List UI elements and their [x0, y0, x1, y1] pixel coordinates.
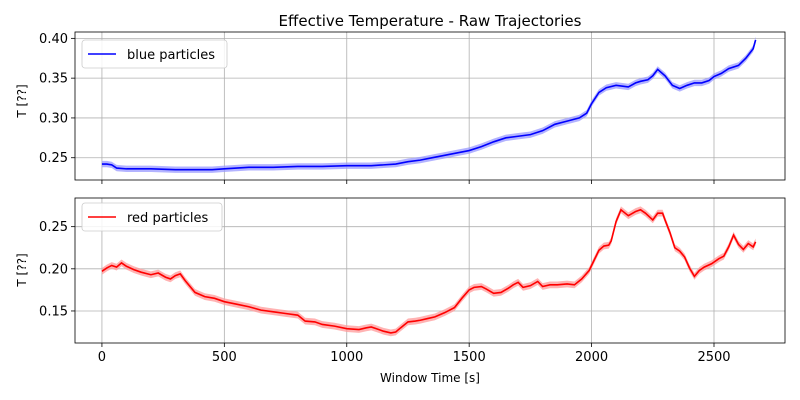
y-tick-label: 0.40 [39, 32, 68, 47]
x-axis-label: Window Time [s] [380, 371, 480, 385]
axes-frame-bottom [74, 197, 786, 344]
legend-label-blue: blue particles [127, 48, 215, 63]
legend-top: blue particles [81, 39, 228, 69]
legend-label-red: red particles [127, 211, 208, 226]
legend-box-bottom [81, 202, 223, 232]
y-tick-label: 0.35 [39, 72, 68, 87]
x-tick-label: 2500 [697, 350, 730, 365]
x-tick-label: 2000 [575, 350, 608, 365]
panel-blue: 0.25 0.30 0.35 0.40 T [??] blue particles [15, 31, 786, 184]
y-axis-label-top: T [??] [15, 84, 29, 118]
x-tick-label: 1500 [453, 350, 486, 365]
y-tick-label: 0.25 [39, 151, 68, 166]
x-tick-label: 0 [98, 350, 106, 365]
x-tick-label: 500 [212, 350, 237, 365]
legend-bottom: red particles [81, 202, 223, 232]
series-line-red [101, 208, 757, 334]
y-axis-label-bottom: T [??] [15, 253, 29, 287]
chart-title: Effective Temperature - Raw Trajectories [279, 12, 582, 30]
axes-frame-top [74, 31, 786, 181]
axis-ticks-top: 0.25 0.30 0.35 0.40 [39, 32, 715, 184]
y-tick-label: 0.30 [39, 111, 68, 126]
axis-ticks-bottom: 0 500 1000 1500 2000 2500 0.15 0.20 0.25 [39, 220, 731, 365]
legend-box-top [81, 39, 228, 69]
x-tick-label: 1000 [330, 350, 363, 365]
y-tick-label: 0.15 [39, 304, 68, 319]
y-tick-label: 0.25 [39, 220, 68, 235]
y-tick-label: 0.20 [39, 262, 68, 277]
series-line-blue [101, 39, 757, 171]
